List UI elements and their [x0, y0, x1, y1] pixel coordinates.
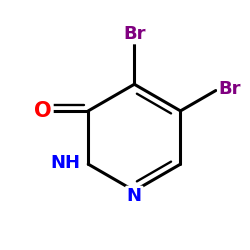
Text: N: N	[127, 188, 142, 206]
Text: Br: Br	[123, 24, 146, 42]
Text: NH: NH	[50, 154, 80, 172]
Text: O: O	[34, 101, 52, 121]
Text: Br: Br	[123, 24, 146, 42]
Text: O: O	[34, 101, 52, 121]
Text: Br: Br	[219, 80, 241, 98]
Text: N: N	[127, 188, 142, 206]
Text: Br: Br	[219, 80, 241, 98]
Text: NH: NH	[50, 154, 80, 172]
